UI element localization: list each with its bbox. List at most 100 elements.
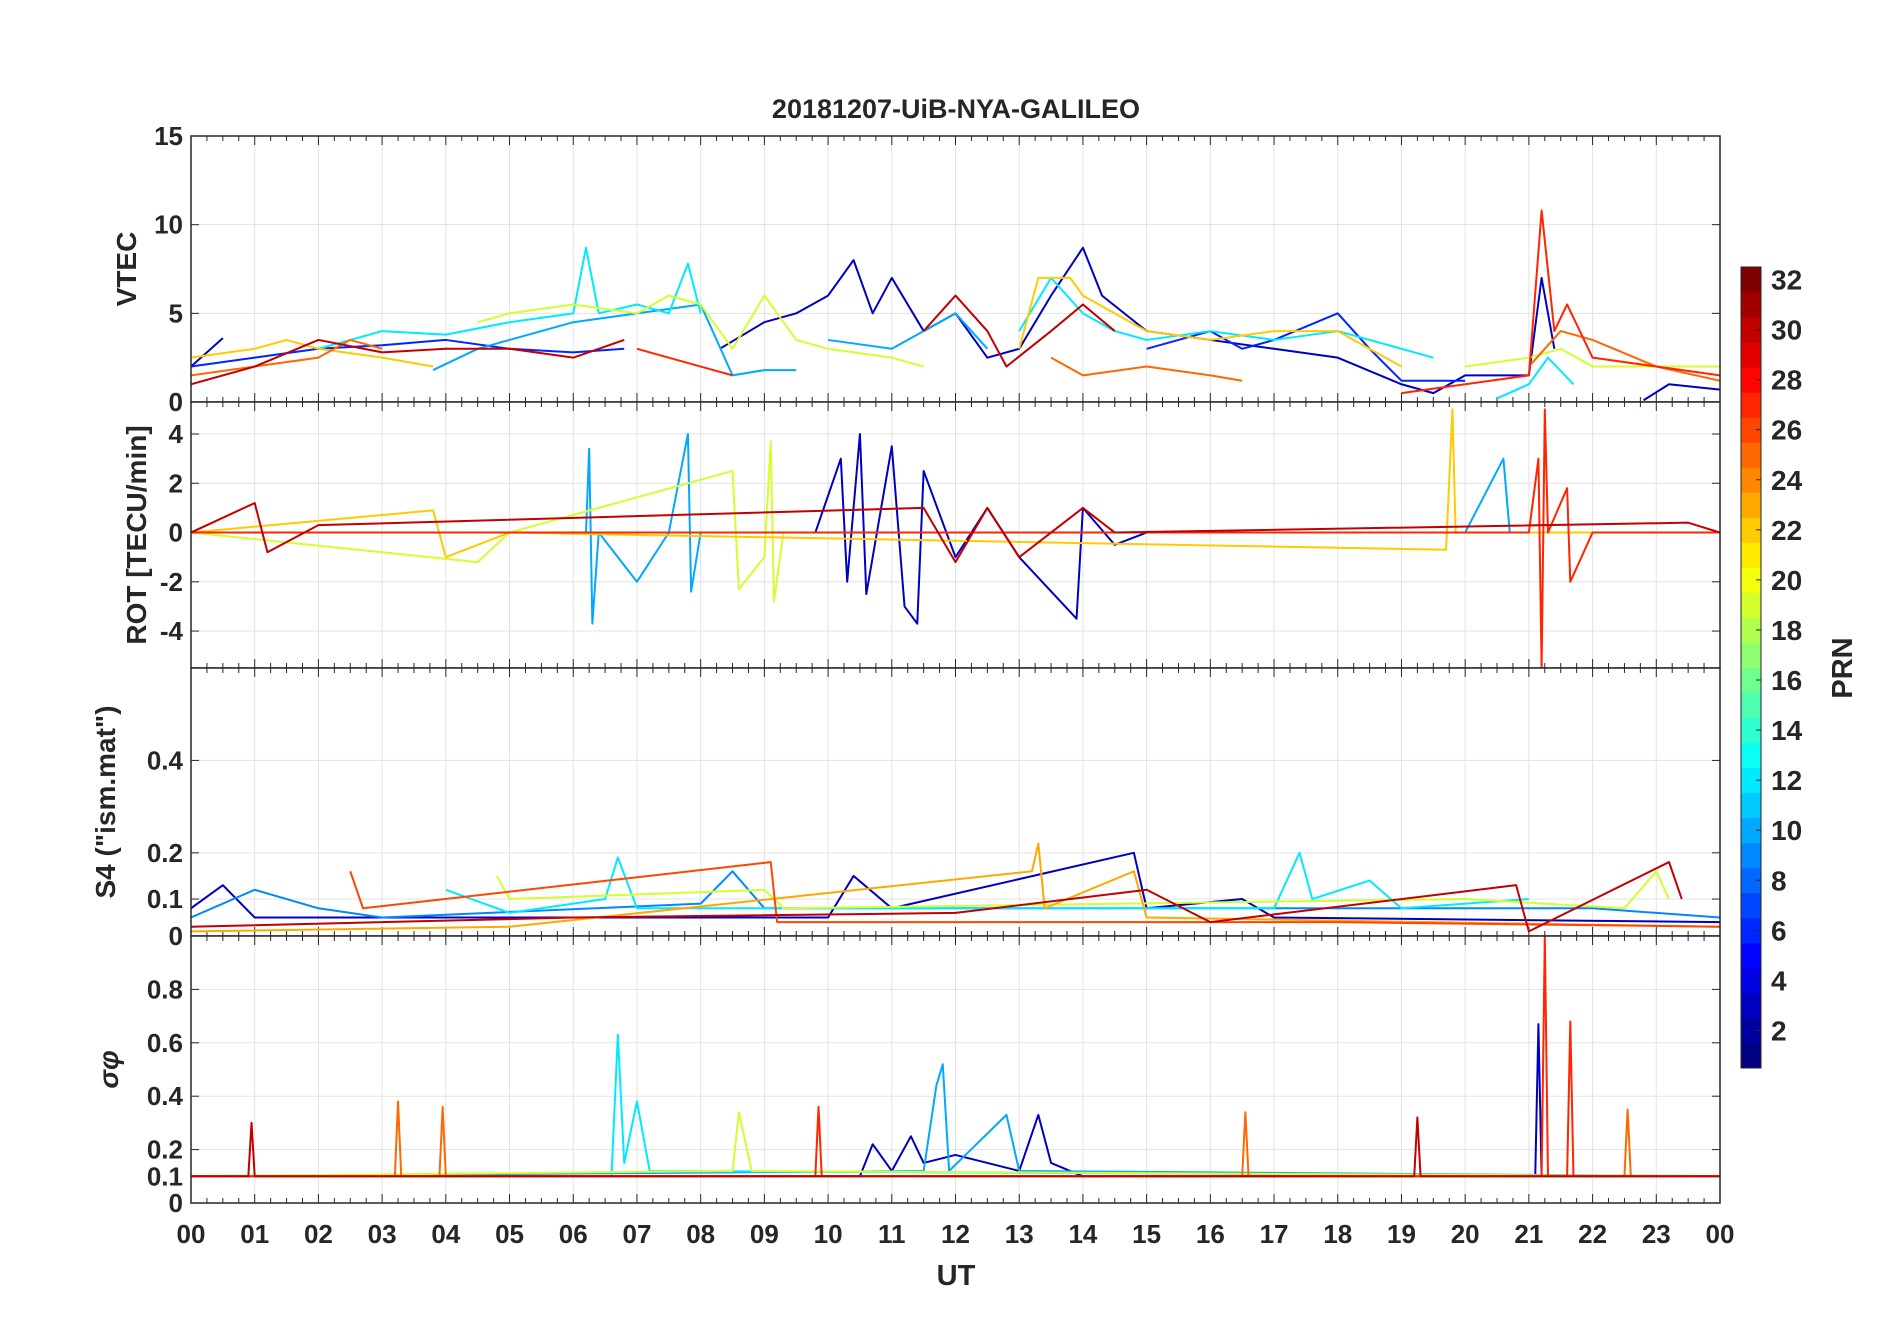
y-tick-label: 0.1 bbox=[147, 1161, 183, 1191]
x-tick-label: 07 bbox=[622, 1219, 651, 1249]
colorbar-swatch bbox=[1741, 992, 1761, 1019]
series-line-prn-19 bbox=[1465, 347, 1720, 368]
colorbar-tick-label: 22 bbox=[1771, 515, 1802, 546]
series-line-prn-27 bbox=[191, 408, 1720, 668]
colorbar-swatch bbox=[1741, 1042, 1761, 1069]
y-axis-label: ROT [TECU/min] bbox=[121, 425, 152, 644]
x-tick-label: 06 bbox=[559, 1219, 588, 1249]
colorbar-swatch bbox=[1741, 717, 1761, 744]
x-tick-label: 11 bbox=[878, 1219, 906, 1249]
series-line-prn-22 bbox=[191, 408, 1720, 559]
colorbar-swatch bbox=[1741, 817, 1761, 844]
y-tick-label: 10 bbox=[154, 210, 183, 240]
series-line-prn-22 bbox=[191, 338, 434, 368]
x-tick-label: 04 bbox=[431, 1219, 460, 1249]
colorbar-frame bbox=[1740, 266, 1762, 1069]
colorbar-tick-label: 20 bbox=[1771, 565, 1802, 596]
plot-frame bbox=[190, 935, 1721, 1204]
y-tick-label: 0.6 bbox=[147, 1028, 183, 1058]
x-tick-label: 12 bbox=[941, 1219, 970, 1249]
x-tick-label: 22 bbox=[1578, 1219, 1607, 1249]
y-tick-label: 0.4 bbox=[147, 745, 184, 775]
series-line-prn-25 bbox=[191, 338, 383, 377]
series-line-prn-19 bbox=[191, 1111, 1720, 1178]
chart-title: 20181207-UiB-NYA-GALILEO bbox=[772, 94, 1140, 124]
colorbar-swatch bbox=[1741, 692, 1761, 719]
colorbar-swatch bbox=[1741, 892, 1761, 919]
colorbar-swatch bbox=[1741, 567, 1761, 593]
colorbar-swatch bbox=[1741, 1017, 1761, 1044]
series-line-prn-30 bbox=[191, 861, 1683, 933]
series-line-prn-12 bbox=[445, 851, 1529, 914]
series-line-prn-19 bbox=[191, 440, 1720, 603]
series-line-prn-26 bbox=[349, 861, 1720, 928]
colorbar-swatch bbox=[1741, 867, 1761, 894]
colorbar-swatch bbox=[1741, 842, 1761, 869]
x-tick-label: 03 bbox=[368, 1219, 397, 1249]
series-line-prn-3 bbox=[191, 433, 1720, 625]
series-group bbox=[191, 842, 1720, 933]
y-tick-label: 0.1 bbox=[147, 884, 183, 914]
series-line-prn-6 bbox=[1146, 312, 1466, 382]
panel-vtec: 0 5 10 15 VTEC bbox=[111, 121, 1721, 417]
y-tick-label: 15 bbox=[154, 121, 183, 151]
series-line-prn-3 bbox=[1643, 383, 1720, 402]
series-line-prn-22 bbox=[1018, 276, 1402, 368]
x-tick-label: 13 bbox=[1005, 1219, 1034, 1249]
colorbar-swatch bbox=[1741, 392, 1761, 418]
colorbar-swatch bbox=[1741, 442, 1761, 468]
panel-sigma: 00.10.2 0.4 0.6 0.8 σφ bbox=[93, 935, 1721, 1218]
y-tick-label: 0.2 bbox=[147, 1135, 183, 1165]
colorbar-swatch bbox=[1741, 492, 1761, 518]
panel-rot: -4 -2 0 2 4 ROT [TECU/min] bbox=[121, 401, 1721, 669]
x-axis: 00 01 02 03 04 05 06 07 08 09 10 11 12 13 14 15 16 17 18 19… bbox=[177, 1219, 1735, 1249]
colorbar-swatch bbox=[1741, 917, 1761, 944]
y-axis-label: S4 ("ism.mat") bbox=[90, 705, 121, 898]
y-tick-label: 5 bbox=[169, 298, 183, 328]
series-line-prn-30 bbox=[922, 294, 1116, 368]
colorbar-swatch bbox=[1741, 317, 1761, 343]
x-tick-label: 16 bbox=[1196, 1219, 1225, 1249]
colorbar-swatch bbox=[1741, 942, 1761, 969]
colorbar-swatch bbox=[1741, 617, 1761, 643]
x-tick-label: 18 bbox=[1323, 1219, 1352, 1249]
x-tick-label: 23 bbox=[1642, 1219, 1671, 1249]
y-tick-label: -4 bbox=[160, 616, 184, 646]
x-tick-label: 21 bbox=[1514, 1219, 1543, 1249]
colorbar-tick-label: 16 bbox=[1771, 665, 1802, 696]
colorbar-swatch bbox=[1741, 642, 1761, 668]
colorbar-tick-label: 26 bbox=[1771, 415, 1802, 446]
colorbar-swatch bbox=[1741, 792, 1761, 819]
colorbar-tick-label: 32 bbox=[1771, 265, 1802, 296]
colorbar-tick-label: 10 bbox=[1771, 815, 1802, 846]
colorbar-swatch bbox=[1741, 742, 1761, 769]
series-line-prn-25 bbox=[1050, 356, 1243, 382]
y-tick-label: 0 bbox=[169, 921, 183, 951]
y-tick-label: 0.2 bbox=[147, 838, 183, 868]
series-line-prn-27 bbox=[191, 936, 1720, 1178]
x-tick-label: 17 bbox=[1260, 1219, 1289, 1249]
series-line-prn-27 bbox=[636, 347, 733, 377]
series-line-prn-3 bbox=[191, 337, 224, 368]
x-tick-label: 00 bbox=[1706, 1219, 1735, 1249]
series-line-prn-27 bbox=[1401, 209, 1720, 395]
series-group bbox=[191, 209, 1720, 402]
x-tick-label: 05 bbox=[495, 1219, 524, 1249]
y-tick-label: 2 bbox=[169, 468, 183, 498]
y-axis-label: σφ bbox=[93, 1050, 124, 1088]
colorbar-swatch bbox=[1741, 467, 1761, 493]
colorbar-swatch bbox=[1741, 542, 1761, 568]
y-tick-label: 4 bbox=[169, 419, 184, 449]
colorbar-swatch bbox=[1741, 367, 1761, 393]
colorbar-label: PRN bbox=[1827, 637, 1859, 698]
colorbar-tick-label: 14 bbox=[1771, 715, 1803, 746]
x-tick-label: 20 bbox=[1451, 1219, 1480, 1249]
colorbar-swatch bbox=[1741, 592, 1761, 618]
series-line-prn-30 bbox=[191, 338, 625, 386]
y-tick-label: 0.4 bbox=[147, 1081, 184, 1111]
colorbar-tick-label: 24 bbox=[1771, 465, 1803, 496]
y-tick-label: -2 bbox=[160, 567, 183, 597]
colorbar-swatch bbox=[1741, 417, 1761, 443]
colorbar-swatch bbox=[1741, 292, 1761, 318]
